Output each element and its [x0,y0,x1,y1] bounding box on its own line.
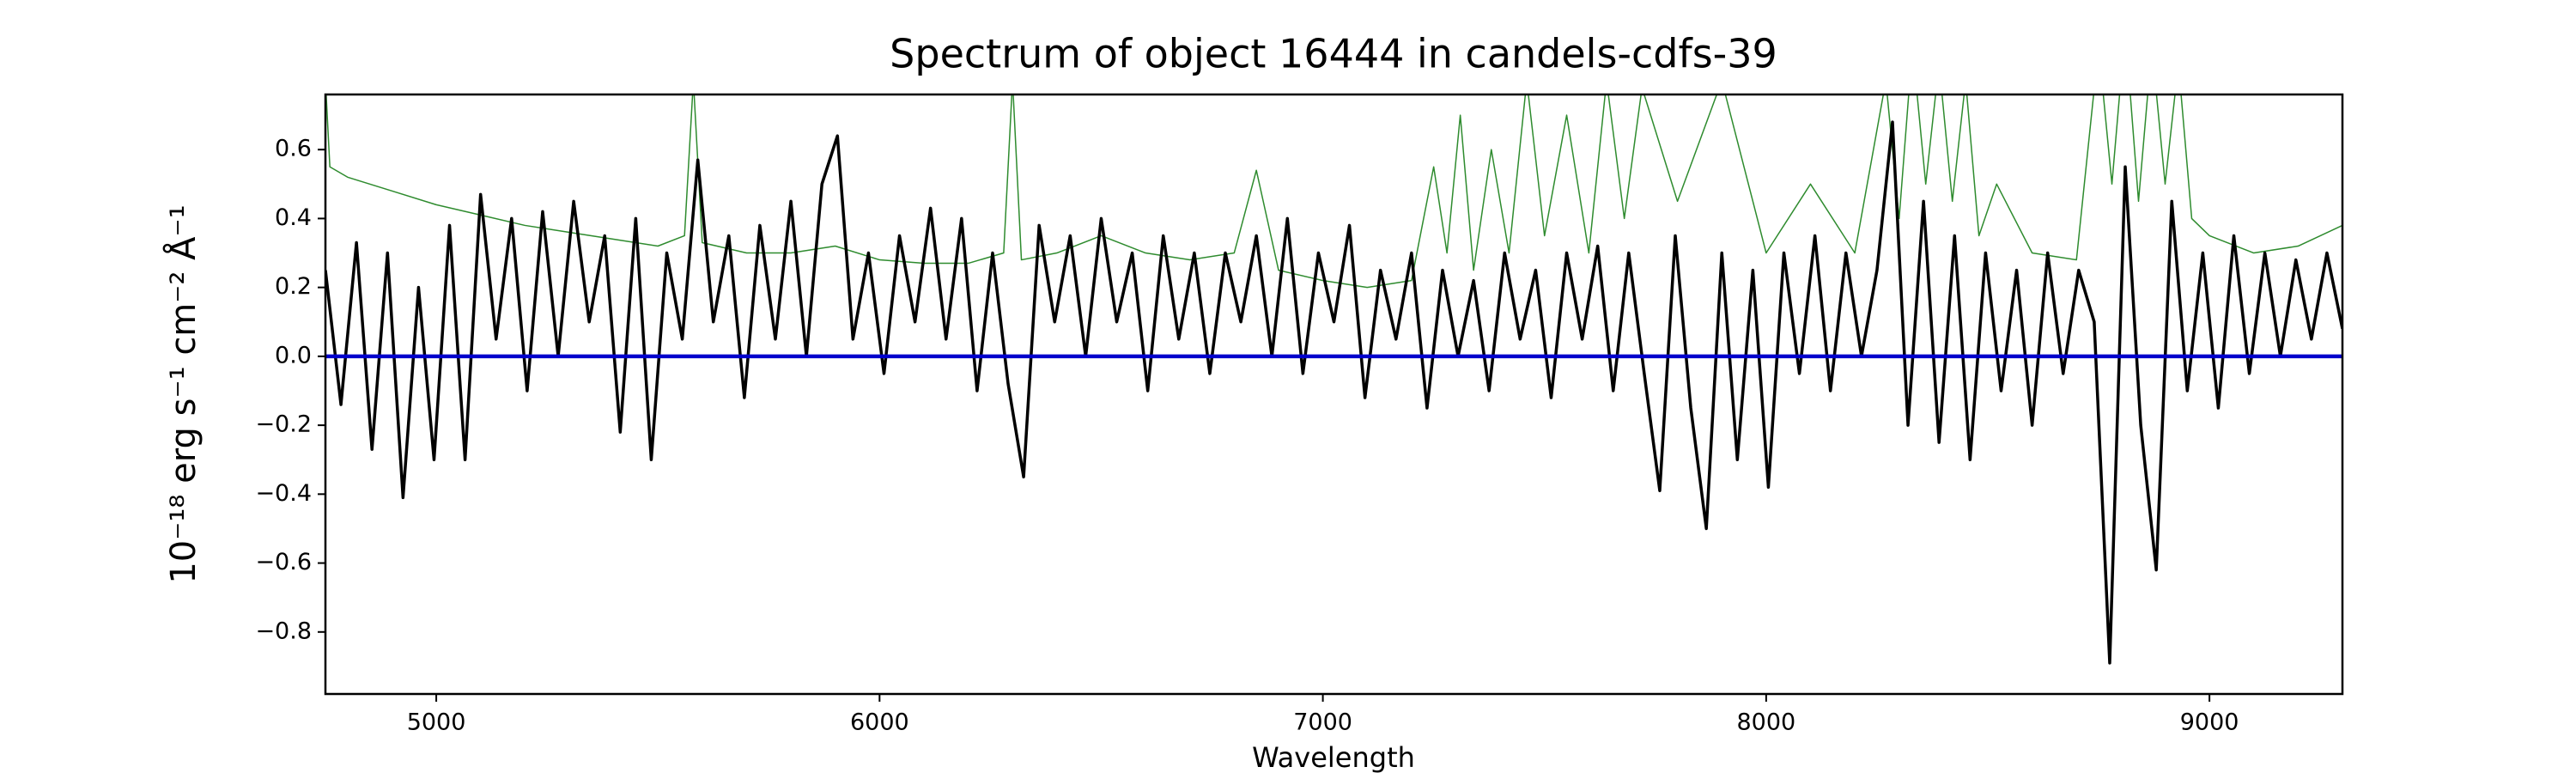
plot-area [325,94,2342,665]
spectrum-line [325,94,2342,289]
y-tick-label: 0.0 [275,342,312,368]
x-tick-label: 7000 [1293,709,1352,736]
y-tick-label: 0.2 [275,273,312,300]
y-tick-label: 0.6 [275,136,312,162]
x-tick-label: 9000 [2180,709,2239,736]
x-tick-label: 5000 [407,709,466,736]
y-tick-label: −0.8 [255,618,312,644]
x-tick-label: 6000 [850,709,909,736]
y-tick-label: 0.4 [275,204,312,231]
y-tick-label: −0.4 [255,480,312,507]
chart-title: Spectrum of object 16444 in candels-cdfs… [890,31,1777,77]
x-axis-label: Wavelength [1252,741,1415,773]
x-tick-label: 8000 [1736,709,1795,736]
y-tick-label: −0.6 [255,549,312,575]
y-axis-label: 10⁻¹⁸ erg s⁻¹ cm⁻² Å⁻¹ [162,204,204,583]
plot-frame [324,93,2344,696]
y-tick-label: −0.2 [255,411,312,438]
spectrum-line [325,120,2342,665]
